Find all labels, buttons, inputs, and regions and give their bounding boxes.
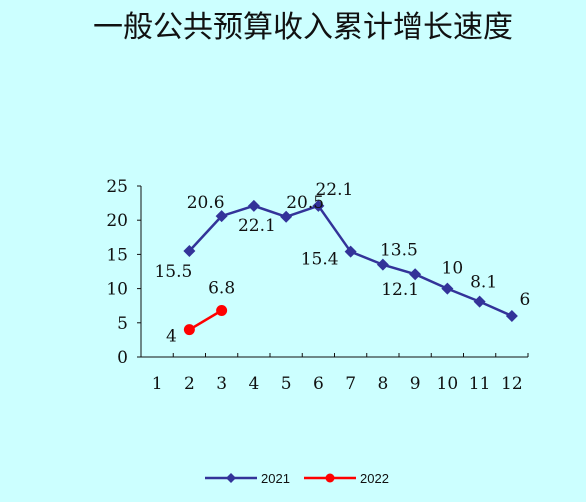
data-label-2021: 6	[519, 290, 530, 310]
data-label-2021: 22.1	[238, 216, 276, 236]
data-label-2021: 12.1	[381, 280, 419, 300]
data-point-2021	[247, 199, 260, 212]
data-point-2021	[344, 245, 357, 258]
data-label-2021: 15.5	[154, 262, 192, 282]
x-tick-label: 12	[501, 374, 523, 394]
legend-marker-2022	[325, 473, 335, 483]
data-point-2022	[183, 324, 195, 336]
series-line-2022	[188, 309, 223, 331]
chart-title: 一般公共预算收入累计增长速度	[93, 10, 513, 45]
data-labels: 15.520.622.120.522.115.4 13.512.1108.1646…	[154, 180, 530, 347]
legend-marker-2021	[226, 473, 236, 483]
data-point-2021	[505, 309, 518, 322]
data-label-2021: 13.5	[380, 241, 418, 261]
data-point-2021	[312, 199, 325, 212]
x-tick-label: 4	[248, 374, 259, 394]
x-tick-label: 1	[152, 374, 163, 394]
legend-label-2021: 2021	[261, 471, 290, 486]
legend-label-2022: 2022	[360, 471, 389, 486]
y-tick-label: 25	[106, 177, 128, 197]
data-label-2021: 20.6	[187, 193, 225, 213]
data-point-2021	[376, 258, 389, 271]
data-label-2021: 22.1	[315, 180, 353, 200]
y-tick-label: 10	[106, 280, 128, 300]
data-point-2021	[183, 244, 196, 257]
data-point-2021	[441, 282, 454, 295]
y-tick-label: 5	[117, 314, 128, 334]
x-tick-label: 9	[410, 374, 421, 394]
x-tick-label: 7	[345, 374, 356, 394]
x-tick-label: 11	[469, 374, 491, 394]
data-point-2021	[215, 210, 228, 223]
legend: 2021 2022	[205, 471, 389, 486]
data-label-2022: 6.8	[208, 278, 235, 298]
data-label-2022: 4	[166, 327, 177, 347]
data-label-2021: 10	[442, 259, 464, 279]
series-layer	[183, 199, 518, 336]
x-tick-label: 5	[281, 374, 292, 394]
x-tick-label: 6	[313, 374, 324, 394]
y-tick-label: 20	[106, 211, 128, 231]
data-point-2021	[409, 268, 422, 281]
x-tick-label: 10	[437, 374, 459, 394]
x-tick-label: 8	[377, 374, 388, 394]
data-label-2021: 8.1	[470, 273, 497, 293]
data-label-2021: 20.5	[286, 193, 324, 213]
data-point-2021	[280, 210, 293, 223]
y-tick-label: 15	[106, 245, 128, 265]
data-point-2022	[216, 304, 228, 316]
y-tick-label: 0	[117, 348, 128, 368]
data-point-2021	[473, 295, 486, 308]
x-tick-label: 2	[184, 374, 195, 394]
x-tick-label: 3	[216, 374, 227, 394]
data-label-2021: 15.4	[301, 250, 339, 270]
